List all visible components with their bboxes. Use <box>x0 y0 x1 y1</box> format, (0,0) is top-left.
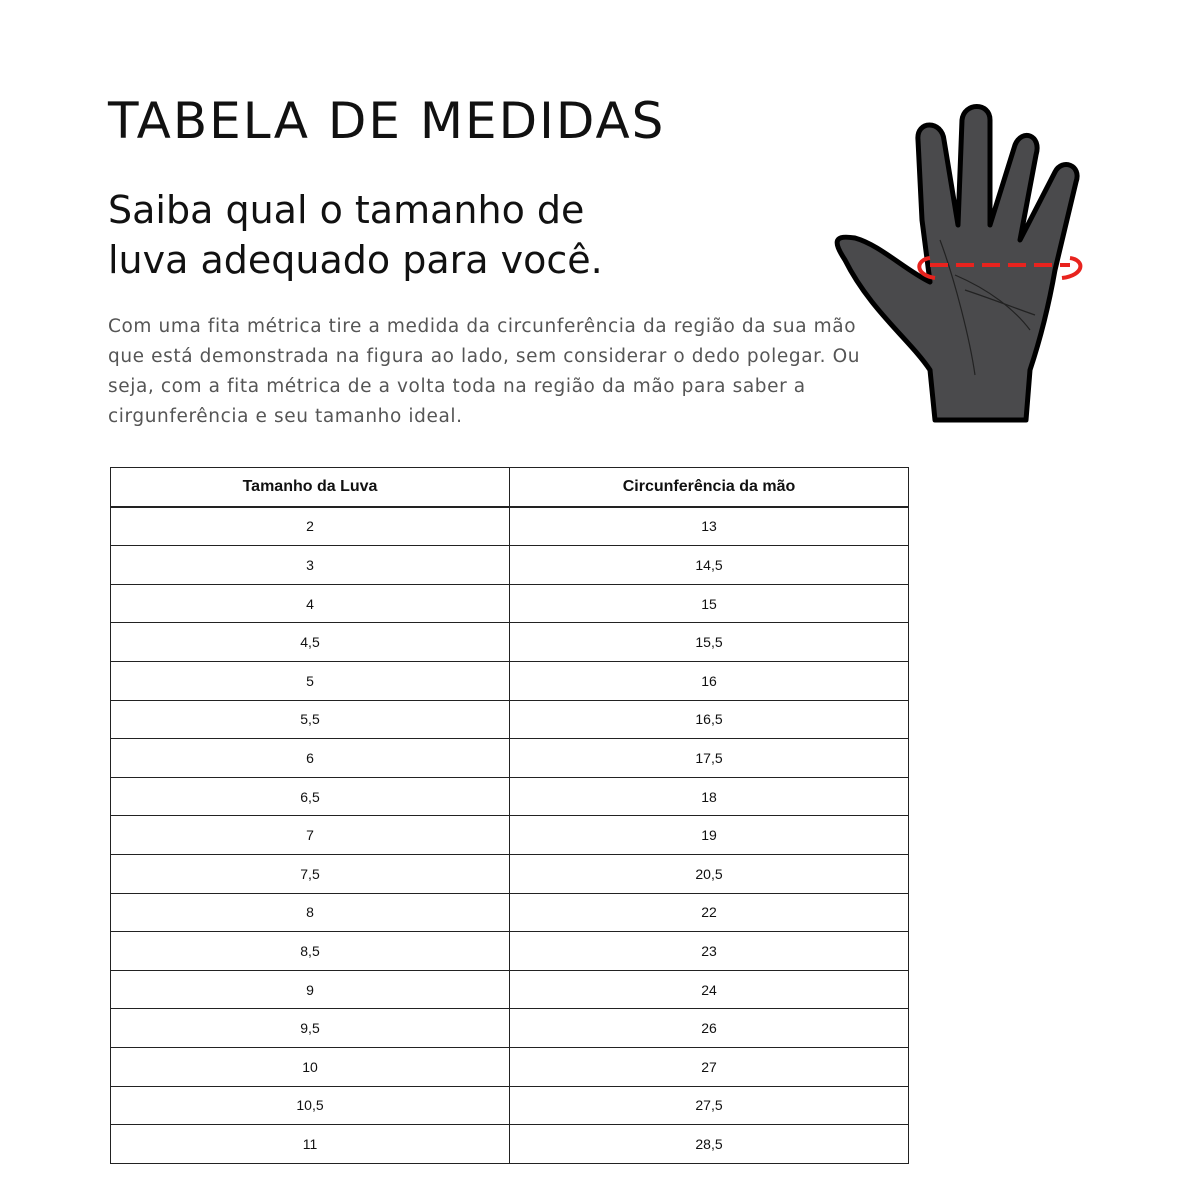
table-row: 4,5 15,5 <box>110 622 909 662</box>
circumference-cell: 14,5 <box>509 545 909 585</box>
circumference-cell: 20,5 <box>509 853 909 894</box>
glove-size-cell: 6,5 <box>110 776 510 817</box>
subtitle-line-1: Saiba qual o tamanho de <box>108 188 585 232</box>
circumference-cell: 27,5 <box>509 1085 909 1126</box>
glove-size-cell: 6 <box>110 738 510 778</box>
circumference-cell: 28,5 <box>509 1124 909 1164</box>
glove-size-cell: 7 <box>110 815 510 855</box>
glove-size-cell: 8,5 <box>110 931 510 971</box>
hand-measurement-icon <box>834 104 1083 423</box>
table-row: 7 19 <box>110 815 909 855</box>
circumference-cell: 23 <box>509 931 909 971</box>
glove-size-cell: 4 <box>110 583 510 624</box>
glove-size-cell: 2 <box>110 506 510 547</box>
table-row: 5,5 16,5 <box>110 699 909 740</box>
circumference-cell: 13 <box>509 506 909 547</box>
glove-size-cell: 5 <box>110 660 510 701</box>
circumference-cell: 24 <box>509 969 909 1010</box>
circumference-cell: 17,5 <box>509 738 909 778</box>
table-row: 10 27 <box>110 1046 909 1087</box>
glove-size-cell: 4,5 <box>110 622 510 662</box>
header-glove-size: Tamanho da Luva <box>110 466 510 508</box>
circumference-cell: 19 <box>509 815 909 855</box>
glove-size-cell: 9,5 <box>110 1008 510 1048</box>
circumference-cell: 27 <box>509 1046 909 1087</box>
table-header-row: Tamanho da Luva Circunferência da mão <box>110 466 909 508</box>
table-row: 5 16 <box>110 660 909 701</box>
table-row: 8 22 <box>110 892 909 933</box>
glove-size-cell: 9 <box>110 969 510 1010</box>
table-row: 10,5 27,5 <box>110 1085 909 1126</box>
table-row: 3 14,5 <box>110 545 909 585</box>
page-title: TABELA DE MEDIDAS <box>108 92 666 150</box>
table-row: 6 17,5 <box>110 738 909 778</box>
circumference-cell: 16 <box>509 660 909 701</box>
circumference-cell: 15,5 <box>509 622 909 662</box>
table-row: 6,5 18 <box>110 776 909 817</box>
instructions-text: Com uma fita métrica tire a medida da ci… <box>108 316 861 427</box>
glove-size-cell: 5,5 <box>110 699 510 740</box>
table-row: 7,5 20,5 <box>110 853 909 894</box>
glove-size-cell: 10,5 <box>110 1085 510 1126</box>
glove-size-cell: 11 <box>110 1124 510 1164</box>
circumference-cell: 15 <box>509 583 909 624</box>
circumference-cell: 18 <box>509 776 909 817</box>
table-row: 8,5 23 <box>110 931 909 971</box>
circumference-cell: 26 <box>509 1008 909 1048</box>
table-row: 4 15 <box>110 583 909 624</box>
subtitle: Saiba qual o tamanho de luva adequado par… <box>108 185 603 285</box>
circumference-cell: 22 <box>509 892 909 933</box>
subtitle-line-2: luva adequado para você. <box>108 238 603 282</box>
glove-size-cell: 8 <box>110 892 510 933</box>
table-row: 9 24 <box>110 969 909 1010</box>
header-hand-circumference: Circunferência da mão <box>509 466 909 508</box>
circumference-cell: 16,5 <box>509 699 909 740</box>
glove-size-cell: 10 <box>110 1046 510 1087</box>
table-row: 2 13 <box>110 506 909 547</box>
glove-size-cell: 7,5 <box>110 853 510 894</box>
table-row: 9,5 26 <box>110 1008 909 1048</box>
glove-size-cell: 3 <box>110 545 510 585</box>
table-row: 11 28,5 <box>110 1124 909 1164</box>
